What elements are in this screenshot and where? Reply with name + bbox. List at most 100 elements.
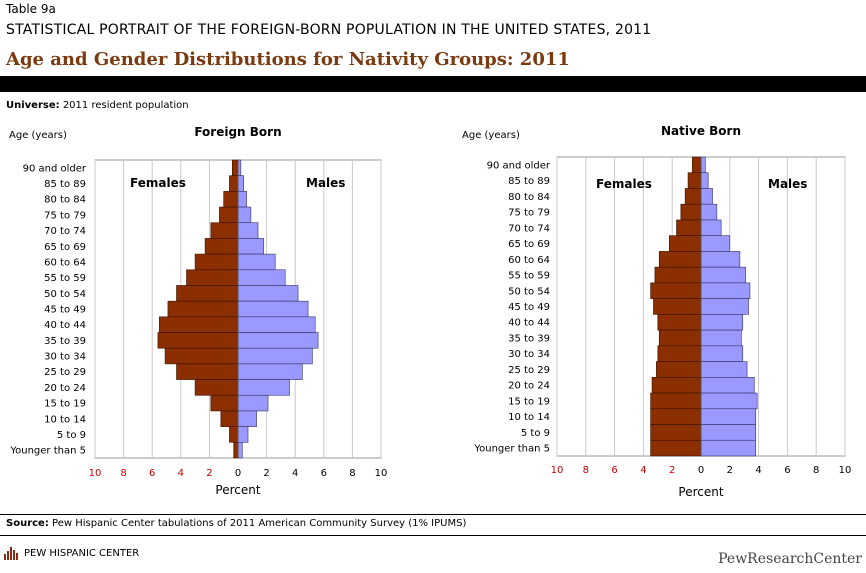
foreign-born-female-bar <box>159 316 239 333</box>
native-born-female-bar <box>650 392 702 410</box>
foreign-born-male-bar <box>237 410 257 427</box>
native-born-male-bar <box>700 408 757 425</box>
native-born-male-bar <box>700 203 718 221</box>
foreign-born-male-bar <box>237 363 303 380</box>
title-divider-bar <box>0 76 866 92</box>
native-born-age-label: 30 to 34 <box>508 349 550 360</box>
native-born-age-label: 85 to 89 <box>508 176 550 187</box>
foreign-born-male-bar <box>237 379 290 396</box>
native-born-x-tick: 10 <box>551 465 564 476</box>
foreign-born-female-bar <box>219 206 239 224</box>
foreign-born-age-label: 45 to 49 <box>44 305 86 316</box>
foreign-born-male-bar <box>237 347 313 365</box>
native-born-age-label: 75 to 79 <box>508 208 550 219</box>
foreign-born-female-bar <box>194 253 239 271</box>
native-born-females-label: Females <box>596 177 652 191</box>
native-born-female-bar <box>692 156 702 174</box>
native-born-male-bar <box>700 361 748 378</box>
foreign-born-age-label: 55 to 59 <box>44 273 86 284</box>
native-born-female-bar <box>651 377 702 394</box>
table-label: Table 9a <box>6 2 56 16</box>
foreign-born-age-label: 20 to 24 <box>44 383 86 394</box>
native-born-age-label: 20 to 24 <box>508 381 550 392</box>
foreign-born-female-bar <box>186 269 239 286</box>
foreign-born-age-label: 65 to 69 <box>44 242 86 253</box>
native-born-female-bar <box>650 439 702 457</box>
native-born-female-bar <box>657 314 702 331</box>
native-born-age-label: 5 to 9 <box>521 428 550 439</box>
universe-note: Universe: 2011 resident population <box>6 100 189 111</box>
logo-bars-icon <box>4 546 20 560</box>
native-born-male-bar <box>700 439 757 457</box>
foreign-born-x-axis-title: Percent <box>215 483 260 497</box>
native-born-age-label: 70 to 74 <box>508 223 550 234</box>
foreign-born-age-label: Younger than 5 <box>9 446 86 457</box>
native-born-male-bar <box>700 266 746 284</box>
foreign-born-age-label: 40 to 44 <box>44 320 86 331</box>
native-born-age-label: 90 and older <box>487 160 551 171</box>
native-born-males-label: Males <box>768 177 807 191</box>
foreign-born-age-label: 90 and older <box>23 163 87 174</box>
footer-rule-bottom <box>0 535 866 536</box>
native-born-female-bar <box>687 172 702 189</box>
native-born-age-label: 60 to 64 <box>508 255 550 266</box>
foreign-born-female-bar <box>167 300 239 318</box>
foreign-born-age-label: 15 to 19 <box>44 399 86 410</box>
foreign-born-male-bar <box>237 191 247 208</box>
foreign-born-x-tick: 0 <box>235 468 241 479</box>
native-born-age-label: 65 to 69 <box>508 239 550 250</box>
native-born-age-label: 45 to 49 <box>508 302 550 313</box>
foreign-born-age-label: 5 to 9 <box>57 430 86 441</box>
foreign-born-male-bar <box>237 394 269 412</box>
native-born-female-bar <box>656 361 702 378</box>
native-born-age-label: 25 to 29 <box>508 365 550 376</box>
native-born-x-tick: 2 <box>727 465 733 476</box>
native-born-x-axis-title: Percent <box>678 485 723 499</box>
foreign-born-age-label: 35 to 39 <box>44 336 86 347</box>
native-born-male-bar <box>700 377 755 394</box>
native-born-male-bar <box>700 298 749 315</box>
native-born-age-label: 15 to 19 <box>508 396 550 407</box>
foreign-born-x-tick: 4 <box>292 468 298 479</box>
native-born-male-bar <box>700 314 744 331</box>
native-born-x-tick: 2 <box>669 465 675 476</box>
native-born-male-bar <box>700 424 757 441</box>
foreign-born-male-bar <box>237 332 319 349</box>
foreign-born-x-tick: 8 <box>349 468 355 479</box>
foreign-born-x-tick: 6 <box>321 468 327 479</box>
native-born-age-label: 35 to 39 <box>508 333 550 344</box>
foreign-born-female-bar <box>164 347 239 365</box>
foreign-born-age-label: 50 to 54 <box>44 289 86 300</box>
native-born-female-bar <box>658 251 702 268</box>
foreign-born-age-label: 10 to 14 <box>44 414 86 425</box>
native-born-chart-title: Native Born <box>661 124 741 138</box>
native-born-age-label: 10 to 14 <box>508 412 550 423</box>
foreign-born-x-tick: 2 <box>206 468 212 479</box>
native-born-female-bar <box>654 266 702 284</box>
native-born-x-tick: 8 <box>813 465 819 476</box>
foreign-born-females-label: Females <box>130 176 186 190</box>
foreign-born-y-axis-title: Age (years) <box>9 130 67 141</box>
native-born-age-label: 50 to 54 <box>508 286 550 297</box>
foreign-born-male-bar <box>237 316 316 333</box>
native-born-female-bar <box>650 282 702 299</box>
native-born-age-label: 40 to 44 <box>508 318 550 329</box>
foreign-born-male-bar <box>237 238 265 255</box>
native-born-female-bar <box>680 203 702 221</box>
foreign-born-male-bar <box>237 206 252 224</box>
native-born-male-bar <box>700 235 731 252</box>
native-born-male-bar <box>700 188 713 205</box>
foreign-born-x-tick: 6 <box>149 468 155 479</box>
universe-text: 2011 resident population <box>59 100 189 111</box>
native-born-male-bar <box>700 251 741 268</box>
native-born-male-bar <box>700 172 709 189</box>
foreign-born-female-bar <box>210 222 239 239</box>
native-born-x-tick: 8 <box>583 465 589 476</box>
native-born-male-bar <box>700 156 706 174</box>
foreign-born-age-label: 70 to 74 <box>44 226 86 237</box>
native-born-age-label: 80 to 84 <box>508 192 550 203</box>
native-born-x-tick: 4 <box>755 465 761 476</box>
foreign-born-x-tick: 8 <box>120 468 126 479</box>
native-born-female-bar <box>676 219 702 236</box>
